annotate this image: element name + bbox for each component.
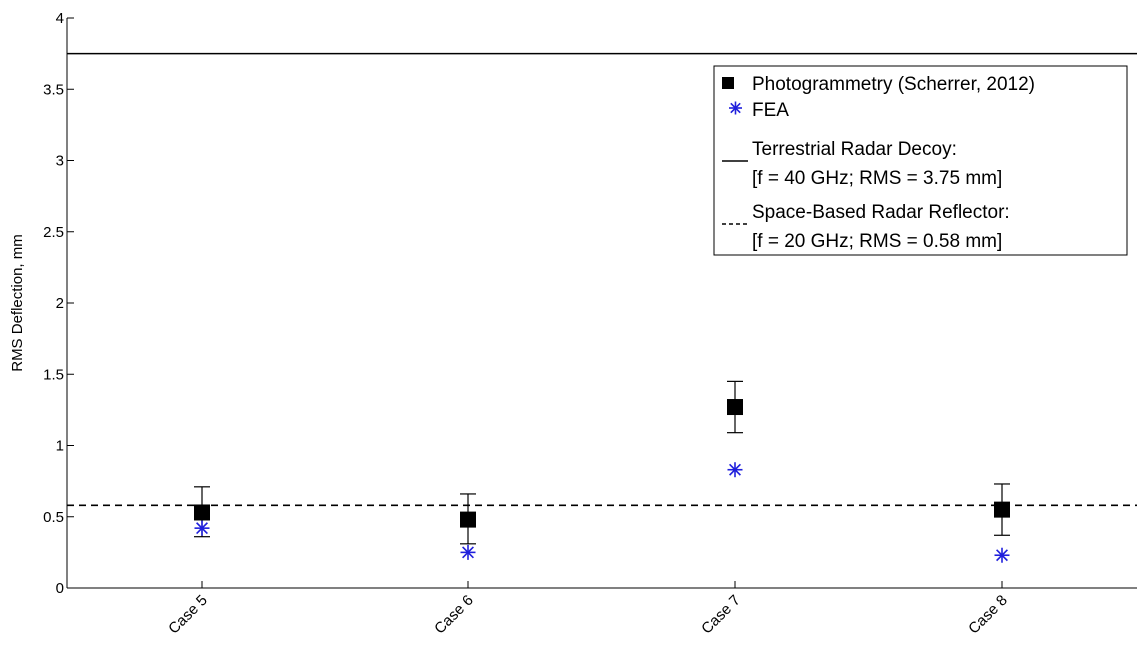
y-tick-label: 0.5 — [43, 509, 64, 526]
y-tick-label: 3 — [56, 153, 64, 170]
fea-point — [194, 520, 210, 536]
legend-box — [713, 65, 1128, 256]
y-tick-label: 3.5 — [43, 81, 64, 98]
legend-label-terrestrial: Terrestrial Radar Decoy: — [752, 139, 957, 160]
legend-label-space-based-detail: [f = 20 GHz; RMS = 0.58 mm] — [752, 231, 1002, 252]
legend-label-photogrammetry: Photogrammetry (Scherrer, 2012) — [752, 74, 1035, 95]
x-tick-label: Case 6 — [431, 592, 477, 638]
legend-asterisk-icon — [729, 101, 742, 115]
y-tick-label: 2 — [56, 295, 64, 312]
legend-label-terrestrial-detail: [f = 40 GHz; RMS = 3.75 mm] — [752, 168, 1002, 189]
x-tick-label: Case 8 — [965, 592, 1011, 638]
fea-point-stroke — [729, 463, 741, 476]
y-tick-label: 1.5 — [43, 366, 64, 383]
x-tick-label: Case 7 — [698, 592, 744, 638]
y-tick-label: 0 — [56, 580, 64, 597]
photogrammetry-point — [460, 511, 476, 528]
y-axis-title: RMS Deflection, mm — [9, 234, 26, 372]
legend-label-fea: FEA — [752, 100, 789, 121]
fea-point — [994, 547, 1010, 563]
photogrammetry-point — [194, 504, 210, 521]
x-tick-label: Case 5 — [165, 592, 211, 638]
fea-point-stroke — [196, 522, 208, 535]
legend: Photogrammetry (Scherrer, 2012) FEA Terr… — [713, 65, 1128, 256]
y-tick-label: 4 — [56, 10, 64, 27]
fea-point-stroke — [462, 546, 474, 559]
legend-label-space-based: Space-Based Radar Reflector: — [752, 202, 1010, 223]
fea-point-stroke — [996, 549, 1008, 562]
fea-point — [727, 462, 743, 478]
y-tick-label: 1 — [56, 438, 64, 455]
plot-area — [67, 52, 1137, 563]
legend-square-icon — [722, 77, 734, 89]
fea-point — [460, 544, 476, 560]
photogrammetry-point — [727, 399, 743, 416]
y-tick-label: 2.5 — [43, 224, 64, 241]
photogrammetry-point — [994, 501, 1010, 518]
